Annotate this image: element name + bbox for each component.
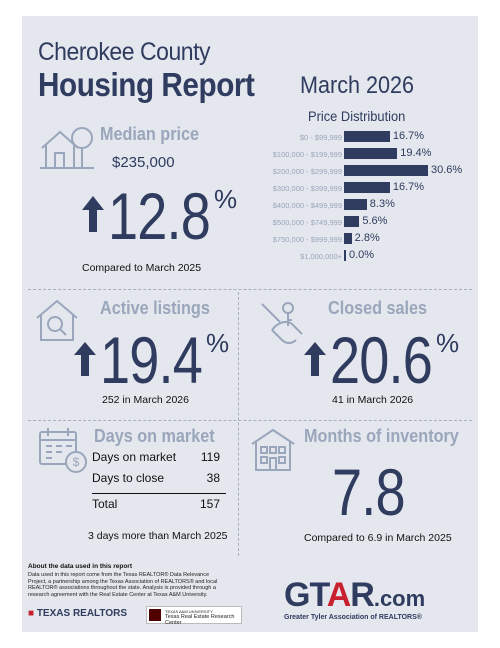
price-range-label: $1,000,000+ (300, 252, 342, 261)
active-listings-heading: Active listings (100, 298, 210, 318)
about-body: Data used in this report come from the T… (28, 572, 218, 598)
table-rule (92, 493, 226, 494)
price-distribution-bar (344, 148, 398, 159)
price-distribution-value: 0.0% (349, 249, 375, 261)
price-distribution-value: 16.7% (392, 130, 425, 142)
texas-realtors-text: TEXAS REALTORS (36, 608, 128, 619)
closed-sales-heading: Closed sales (328, 298, 428, 318)
price-range-label: $300,000 - $399,999 (272, 184, 342, 193)
hand-keys-icon (261, 302, 303, 344)
median-price-heading: Median price (100, 124, 200, 144)
tr-mark-icon: ■ (28, 608, 35, 619)
divider (28, 289, 472, 290)
price-distribution-value: 19.4% (400, 147, 432, 159)
gtar-logo: GTAR.com (284, 576, 425, 615)
house-search-icon (36, 299, 78, 341)
gtar-r: R (350, 576, 375, 614)
closed-sales-pct: % (436, 328, 460, 358)
county-title: Cherokee County (38, 38, 211, 66)
total-value: 157 (199, 497, 220, 511)
days-on-market-caption: 3 days more than March 2025 (88, 530, 228, 542)
price-distribution-value: 30.6% (431, 164, 463, 176)
median-price-compare: Compared to March 2025 (82, 262, 202, 274)
days-to-close-value: 38 (206, 471, 220, 485)
gtar-com: .com (373, 586, 426, 611)
table-row: Total 157 (92, 497, 226, 518)
price-range-label: $500,000 - $749,999 (272, 218, 342, 227)
house-tree-icon (40, 127, 94, 169)
price-distribution-bar (344, 233, 352, 244)
price-range-label: $400,000 - $499,999 (272, 201, 342, 210)
table-row: Days to close 38 (92, 471, 226, 492)
active-listings-change: 19.4 (100, 323, 203, 397)
months-inventory-heading: Months of inventory (304, 426, 459, 446)
days-on-market-heading: Days on market (94, 426, 215, 446)
days-on-market-label: Days on market (92, 450, 177, 464)
months-inventory-value: 7.8 (332, 455, 406, 529)
price-range-label: $0 - $99,999 (299, 133, 342, 142)
price-distribution-bar (344, 199, 367, 210)
total-label: Total (92, 497, 118, 511)
price-distribution-value: 16.7% (392, 181, 425, 193)
median-price-change: 12.8 (108, 179, 211, 253)
price-distribution-bar (344, 165, 428, 176)
svg-text:$: $ (73, 455, 80, 469)
calendar-dollar-icon: $ (39, 428, 87, 473)
tamu-logo: TEXAS A&M UNIVERSITY Texas Real Estate R… (146, 606, 242, 626)
price-distribution-bar (344, 182, 390, 193)
gtar-a: A (326, 576, 352, 614)
days-on-market-table: Days on market 119 Days to close 38 (92, 450, 226, 492)
price-distribution-value: 5.6% (362, 215, 388, 227)
tamu-center-text: Texas Real Estate Research Center (165, 614, 235, 626)
divider (238, 292, 239, 556)
arrow-up-icon (304, 342, 326, 376)
arrow-up-icon (74, 342, 96, 376)
texas-realtors-logo: ■ TEXAS REALTORS (28, 608, 127, 619)
about-heading: About the data used in this report (28, 563, 133, 570)
gtar-gt: GT (284, 576, 328, 614)
price-range-label: $750,000 - $999,999 (272, 235, 342, 244)
days-on-market-value: 119 (200, 450, 220, 464)
gtar-tagline: Greater Tyler Association of REALTORS® (284, 614, 422, 621)
arrow-up-icon (82, 196, 104, 232)
price-range-label: $200,000 - $299,999 (272, 167, 342, 176)
price-distribution-value: 8.3% (369, 198, 395, 210)
table-row: Days on market 119 (92, 450, 226, 471)
building-icon (251, 428, 295, 471)
closed-sales-change: 20.6 (330, 323, 433, 397)
active-listings-pct: % (206, 328, 230, 358)
housing-report: Cherokee County Housing Report March 202… (22, 16, 478, 632)
closed-sales-caption: 41 in March 2026 (332, 394, 414, 406)
price-range-label: $100,000 - $199,999 (272, 150, 342, 159)
median-price-value: $235,000 (112, 154, 175, 171)
days-to-close-label: Days to close (92, 471, 165, 485)
months-inventory-caption: Compared to 6.9 in March 2025 (304, 532, 452, 544)
median-price-pct: % (214, 184, 238, 214)
price-distribution-title: Price Distribution (308, 108, 406, 124)
report-month: March 2026 (300, 72, 415, 99)
price-distribution-bar (344, 216, 360, 227)
report-title: Housing Report (38, 66, 255, 103)
tamu-small-text: TEXAS A&M UNIVERSITY (165, 609, 213, 614)
price-distribution-bar (344, 131, 390, 142)
price-distribution-bar (344, 250, 346, 261)
active-listings-caption: 252 in March 2026 (102, 394, 189, 406)
divider (28, 420, 472, 421)
price-distribution-value: 2.8% (354, 232, 380, 244)
tamu-mark-icon (149, 609, 161, 621)
days-total-row: Total 157 (92, 497, 226, 518)
